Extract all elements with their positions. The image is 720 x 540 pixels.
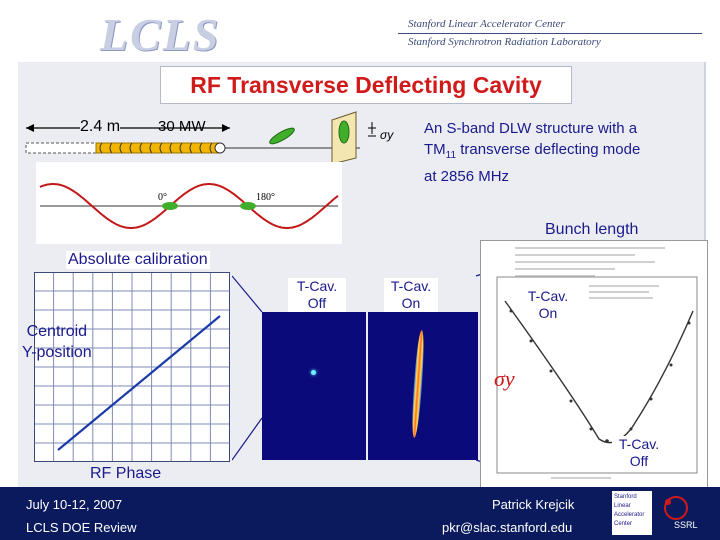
bunch-at-0 [162, 202, 178, 210]
header-bar [0, 0, 720, 60]
rf-wave-panel: 0° 180° [36, 162, 342, 244]
sine-curve [39, 183, 339, 229]
cavity-cells [99, 142, 213, 154]
sigma-y-big: σy [494, 366, 515, 391]
grid-border [34, 272, 230, 462]
power-label: 30 MW [158, 118, 206, 135]
tcav-on-label-1: T-Cav. On [384, 278, 438, 312]
beam-pipe [25, 142, 97, 154]
centroid-label: Centroid Y-position [22, 323, 92, 361]
cavity-port [214, 142, 226, 154]
ssrl-logo: SSRL [656, 492, 702, 534]
beam-streak-on [410, 329, 426, 439]
length-arrow-left [26, 124, 34, 132]
slide-title: RF Transverse Deflecting Cavity [160, 66, 572, 104]
length-label: 2.4 m [80, 118, 121, 136]
footer-author: Patrick Krejcik [492, 497, 575, 512]
beam-spot-off [311, 370, 316, 375]
description-line-3: at 2856 MHz [424, 168, 510, 185]
slac-logo: Stanford Linear Accelerator Center [612, 491, 652, 535]
beamline-diagram [25, 111, 376, 165]
footer-email: pkr@slac.stanford.edu [442, 520, 573, 535]
description-line-1: An S-band DLW structure with a [424, 120, 638, 137]
footer-bar [0, 487, 720, 540]
org-line-2: Stanford Synchrotron Radiation Laborator… [408, 36, 601, 48]
bunch-at-180 [240, 202, 256, 210]
footer-review: LCLS DOE Review [26, 520, 137, 535]
bunch-length-label: Bunch length [545, 221, 639, 238]
footer-date: July 10-12, 2007 [26, 497, 123, 512]
phase-180-label: 180° [256, 192, 275, 203]
description: An S-band DLW structure with a TM11 tran… [424, 118, 704, 187]
calibration-line [57, 315, 221, 451]
bunch-length-plot [480, 240, 708, 489]
sigma-y-small: σy [380, 128, 394, 142]
length-arrow-right [222, 124, 230, 132]
image-tcav-off [262, 312, 366, 460]
image-tcav-on [368, 312, 478, 460]
header-divider [398, 33, 702, 34]
phase-0-label: 0° [158, 192, 167, 203]
plot-frame [496, 276, 698, 474]
calibration-grid [34, 272, 230, 462]
description-line-2: TM11 transverse deflecting mode [424, 141, 641, 161]
absolute-calibration-label: Absolute calibration [66, 251, 210, 269]
org-line-1: Stanford Linear Accelerator Center [408, 18, 565, 30]
fit-curve [504, 300, 694, 444]
lcls-logo: LCLS [100, 9, 221, 60]
tcav-off-label-1: T-Cav. Off [288, 278, 346, 312]
screen-bunch-image [338, 120, 350, 144]
tcav-on-label-2: T-Cav. On [527, 288, 569, 321]
tilted-bunch [269, 127, 295, 145]
rf-phase-label: RF Phase [90, 465, 162, 482]
calibration-plot [34, 272, 230, 462]
rf-sine-wave: 0° 180° [39, 183, 339, 229]
ssrl-text: SSRL [674, 520, 698, 530]
bunch-length-curve [496, 247, 698, 479]
tcav-off-label-2: T-Cav. Off [612, 436, 666, 470]
